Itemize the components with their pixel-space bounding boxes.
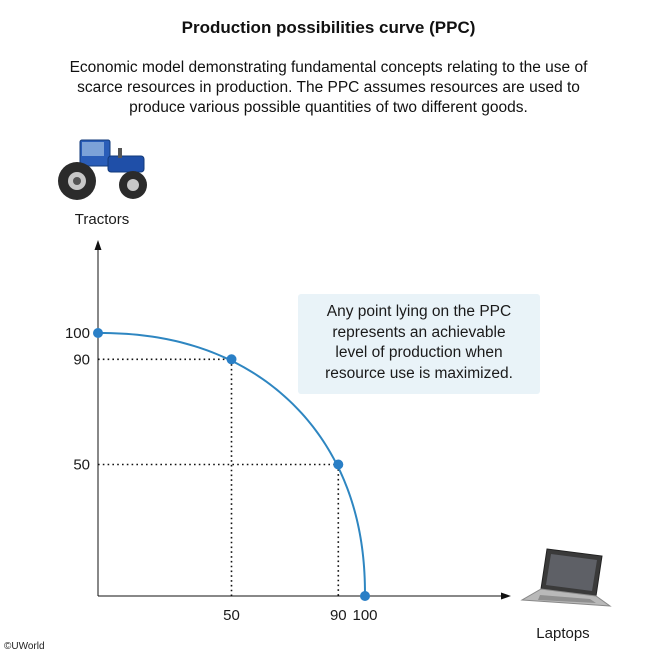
data-point — [226, 354, 237, 365]
subtitle-line: scarce resources in production. The PPC … — [77, 79, 580, 96]
annotation-line: Any point lying on the PPC — [326, 303, 512, 320]
x-tick-label: 100 — [352, 607, 377, 624]
tractor-icon — [58, 139, 147, 200]
chart-subtitle: Economic model demonstrating fundamental… — [30, 58, 627, 118]
subtitle-line: produce various possible quantities of t… — [129, 99, 528, 116]
x-axis-label: Laptops — [536, 625, 589, 642]
subtitle-line: Economic model demonstrating fundamental… — [69, 59, 588, 76]
y-tick-label: 100 — [65, 325, 90, 342]
data-points — [93, 328, 370, 601]
axes — [94, 240, 511, 600]
ppc-curve — [97, 332, 366, 597]
x-tick-label: 50 — [223, 607, 240, 624]
annotation-line: level of production when — [335, 344, 503, 361]
annotation-line: resource use is maximized. — [325, 364, 513, 382]
y-tick-label: 90 — [73, 351, 90, 368]
laptop-icon — [520, 548, 612, 607]
x-tick-label: 90 — [330, 607, 347, 624]
copyright-notice: ©UWorld — [4, 641, 45, 652]
annotation-line: represents an achievable — [332, 323, 506, 341]
data-point — [360, 591, 370, 601]
data-point — [93, 328, 103, 338]
chart-title: Production possibilities curve (PPC) — [181, 18, 476, 37]
y-tick-label: 50 — [73, 457, 90, 474]
annotation-box: Any point lying on the PPC represents an… — [298, 294, 540, 394]
y-axis-label: Tractors — [75, 211, 129, 228]
reference-lines — [98, 358, 340, 596]
data-point — [333, 459, 344, 470]
